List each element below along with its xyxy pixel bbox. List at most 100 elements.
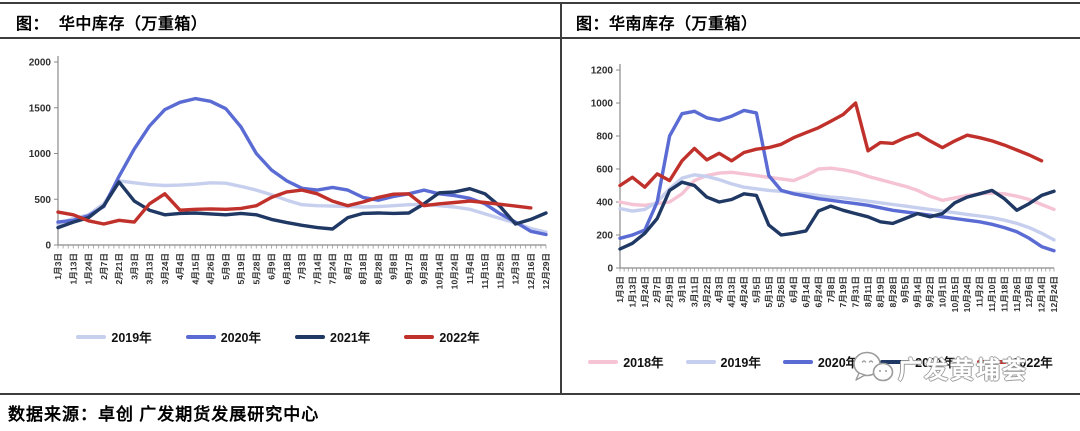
legend-item-2018年: 2018年 [588,352,664,371]
x-axis-tick-label: 12月14日 [1037,276,1047,312]
line-chart-huazhong: 0 500 1000 1500 2000 1月3日 1月13日 1月24日 2月7日 2月21日 3… [29,56,551,289]
x-axis-tick-label: 7月24日 [328,253,338,285]
x-axis-tick-label: 5月28日 [251,253,261,285]
y-axis-tick-label: 1000 [591,99,614,110]
x-axis-tick-label: 4月3日 [714,276,724,303]
legend-item-2021年: 2021年 [295,327,370,346]
x-axis-tick-label: 1月13日 [627,276,637,308]
legend-label: 2021年 [330,331,371,345]
top-border [0,2,1080,4]
y-axis-tick-label: 0 [607,264,613,275]
x-axis-tick-label: 1月3日 [53,253,63,280]
x-axis-tick-label: 3月11日 [689,276,699,307]
series-line-2021年 [618,180,1056,251]
x-axis-tick-label: 9月5日 [900,276,910,303]
x-axis-tick-label: 5月5日 [751,276,761,303]
watermark-label: 广发黄埔荟 [898,356,1028,384]
legend-item-2019年: 2019年 [685,352,761,371]
legend-label: 2022年 [1012,356,1053,370]
legend-swatch [404,334,435,339]
legend-item-2021年: 2021年 [880,352,955,371]
y-axis-tick-label: 800 [596,132,613,143]
x-axis-tick-label: 4月24日 [739,276,749,308]
legend-swatch [782,359,813,364]
x-axis-tick-label: 8月18日 [358,253,368,285]
x-axis-tick-label: 9月17日 [404,253,414,285]
x-axis-tick-label: 11月26日 [1012,276,1022,312]
y-axis-tick-label: 400 [596,198,613,209]
x-axis-tick-label: 2月7日 [652,276,662,303]
y-axis-tick-label: 200 [596,231,613,242]
series-line-2021年 [56,180,548,231]
x-axis-tick-label: 10月15日 [950,276,960,312]
x-axis-tick-label: 12月24日 [1049,276,1059,312]
x-axis-tick-label: 7月31日 [851,276,861,308]
wechat-icon [853,351,894,382]
x-axis-tick-label: 4月15日 [190,253,200,285]
x-axis-tick-label: 9月14日 [913,276,923,308]
x-axis-tick-label: 3月22日 [702,276,712,308]
x-axis-tick-label: 11月25日 [495,253,505,289]
x-axis-tick-label: 11月18日 [999,276,1009,312]
x-axis-tick-label: 4月26日 [206,253,216,285]
legend-huanan: 2018年 2019年 2020年 2021年 2022年 [568,352,1073,371]
x-axis-tick-label: 4月13日 [727,276,737,308]
legend-label: 2019年 [111,331,152,345]
x-axis-tick-label: 10月24日 [450,253,460,289]
y-axis-tick-label: 1000 [29,149,52,160]
source-note: 数据来源：卓创 广发期货发展研究中心 [8,405,320,424]
x-axis-tick-label: 8月28日 [373,253,383,285]
legend-item-2020年: 2020年 [185,327,261,346]
x-axis-tick-label: 12月16日 [526,253,536,289]
x-axis-tick-label: 12月6日 [1024,276,1034,308]
x-axis-tick-label: 6月24日 [813,276,823,308]
series-line-2022年 [56,188,533,226]
y-axis-tick-label: 600 [596,165,613,176]
legend-swatch [977,359,1008,364]
x-axis-tick-label: 12月3日 [511,253,521,285]
y-axis-tick-label: 0 [45,241,51,252]
x-axis-tick-label: 8月11日 [863,276,873,307]
x-axis-tick-label: 10月24日 [962,276,972,312]
x-axis-tick-label: 11月2日 [975,276,985,307]
series-line-2022年 [618,101,1044,189]
x-axis-tick-label: 8月7日 [343,253,353,280]
legend-swatch [685,359,716,364]
x-axis-tick-label: 6月14日 [801,276,811,308]
legend-label: 2020年 [817,356,859,370]
x-axis-tick-label: 2月19日 [665,276,675,308]
x-axis-tick-label: 8月19日 [875,276,885,308]
x-axis-tick-label: 5月15日 [764,276,774,308]
watermark: 广发黄埔荟 [852,349,1028,385]
x-axis-tick-label: 11月10日 [987,276,997,312]
x-axis-tick-label: 1月24日 [84,253,94,285]
panel-divider [560,2,562,395]
x-axis-tick-label: 7月8日 [826,276,836,303]
legend-label: 2018年 [623,356,664,370]
chart-title-huazhong: 图： 华中库存（万重箱） [16,16,208,33]
legend-item-2022年: 2022年 [977,352,1053,371]
x-axis-tick-label: 6月18日 [282,253,292,285]
x-axis-tick-label: 3月1日 [677,276,687,303]
series-line-2019年 [56,179,548,234]
x-axis-tick-label: 9月28日 [419,253,429,285]
series-line-2019年 [618,173,1056,242]
y-axis-tick-label: 2000 [29,58,52,69]
x-axis-tick-label: 9月22日 [925,276,935,308]
legend-item-2019年: 2019年 [76,327,152,346]
legend-swatch [185,334,216,339]
y-axis-tick-label: 1200 [591,66,614,77]
legend-swatch [295,334,325,339]
x-axis-tick-label: 7月19日 [838,276,848,308]
x-axis-tick-label: 5月19日 [236,253,246,285]
x-axis-tick-label: 1月24日 [640,276,650,308]
x-axis-tick-label: 3月13日 [145,253,155,285]
series-line-2018年 [618,166,1056,212]
x-axis-tick-label: 4月4日 [175,253,185,280]
series-line-2020年 [56,96,548,237]
legend-swatch [588,359,619,364]
x-axis-tick-label: 6月9日 [267,253,277,280]
legend-item-2022年: 2022年 [404,327,480,346]
chart-title-huanan: 图：华南库存（万重箱） [576,16,758,33]
